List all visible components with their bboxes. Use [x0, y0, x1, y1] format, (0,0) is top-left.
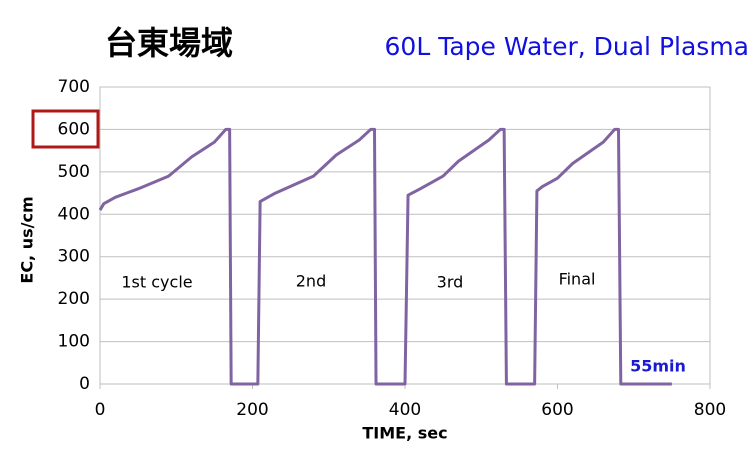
annotation: 55min [630, 357, 686, 376]
y-tick-label: 600 [58, 119, 90, 139]
x-tick-label: 800 [694, 400, 726, 420]
annotation: 2nd [296, 272, 326, 291]
chart-subtitle: 60L Tape Water, Dual Plasma [385, 32, 749, 61]
annotation: 1st cycle [121, 273, 192, 292]
y-tick-label: 0 [79, 374, 90, 394]
annotation: Final [559, 270, 596, 289]
highlight-box [31, 109, 100, 149]
y-tick-label: 300 [58, 247, 90, 267]
x-tick-label: 400 [389, 400, 421, 420]
y-tick-label: 700 [58, 77, 90, 97]
y-axis-label: EC, us/cm [18, 196, 37, 283]
x-tick-label: 600 [541, 400, 573, 420]
x-axis-label: TIME, sec [362, 424, 447, 443]
y-tick-label: 200 [58, 289, 90, 309]
annotation: 3rd [437, 273, 464, 292]
x-tick-label: 0 [95, 400, 106, 420]
data-line [98, 127, 672, 386]
chart-title: 台東場域 [105, 24, 233, 62]
x-tick-label: 200 [236, 400, 268, 420]
y-tick-label: 400 [58, 204, 90, 224]
y-tick-label: 100 [58, 332, 90, 352]
y-tick-label: 500 [58, 162, 90, 182]
